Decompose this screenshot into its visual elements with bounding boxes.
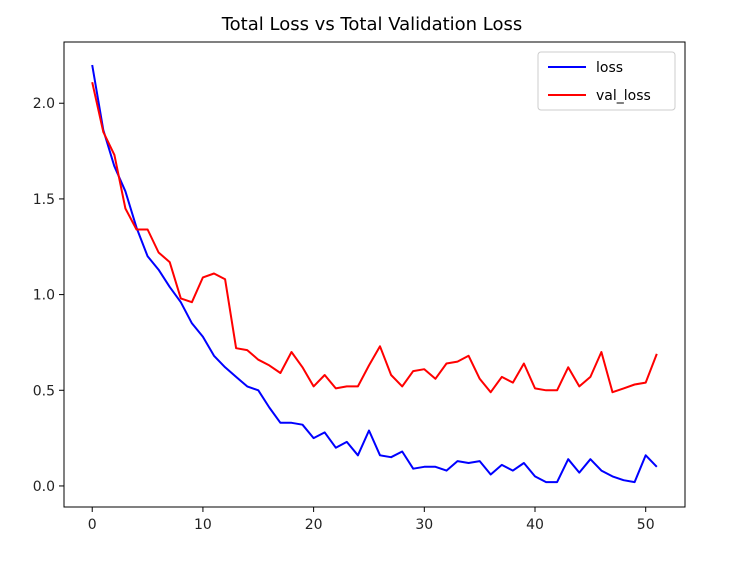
x-tick-label: 30 — [415, 517, 433, 533]
legend-label: loss — [596, 60, 623, 76]
y-tick-label: 1.0 — [33, 288, 55, 304]
y-tick-label: 2.0 — [33, 96, 55, 112]
legend: loss val_loss — [537, 51, 676, 111]
plot-area — [63, 41, 686, 508]
series-line-loss — [91, 64, 658, 484]
x-tick-label: 20 — [305, 517, 323, 533]
y-tick-label: 0.5 — [33, 383, 55, 399]
y-tick-label: 0.0 — [33, 479, 55, 495]
chart-title: Total Loss vs Total Validation Loss — [221, 14, 523, 35]
x-tick-label: 50 — [637, 517, 655, 533]
legend-label: val_loss — [596, 88, 651, 104]
axis-ticks: 0 10 20 30 40 50 0.0 0.5 1.0 1.5 2.0 — [33, 96, 655, 533]
series-line-val-loss — [91, 81, 658, 394]
series-lines — [91, 64, 658, 484]
x-tick-label: 0 — [88, 517, 97, 533]
x-tick-label: 10 — [194, 517, 212, 533]
x-tick-label: 40 — [526, 517, 544, 533]
y-tick-label: 1.5 — [33, 192, 55, 208]
